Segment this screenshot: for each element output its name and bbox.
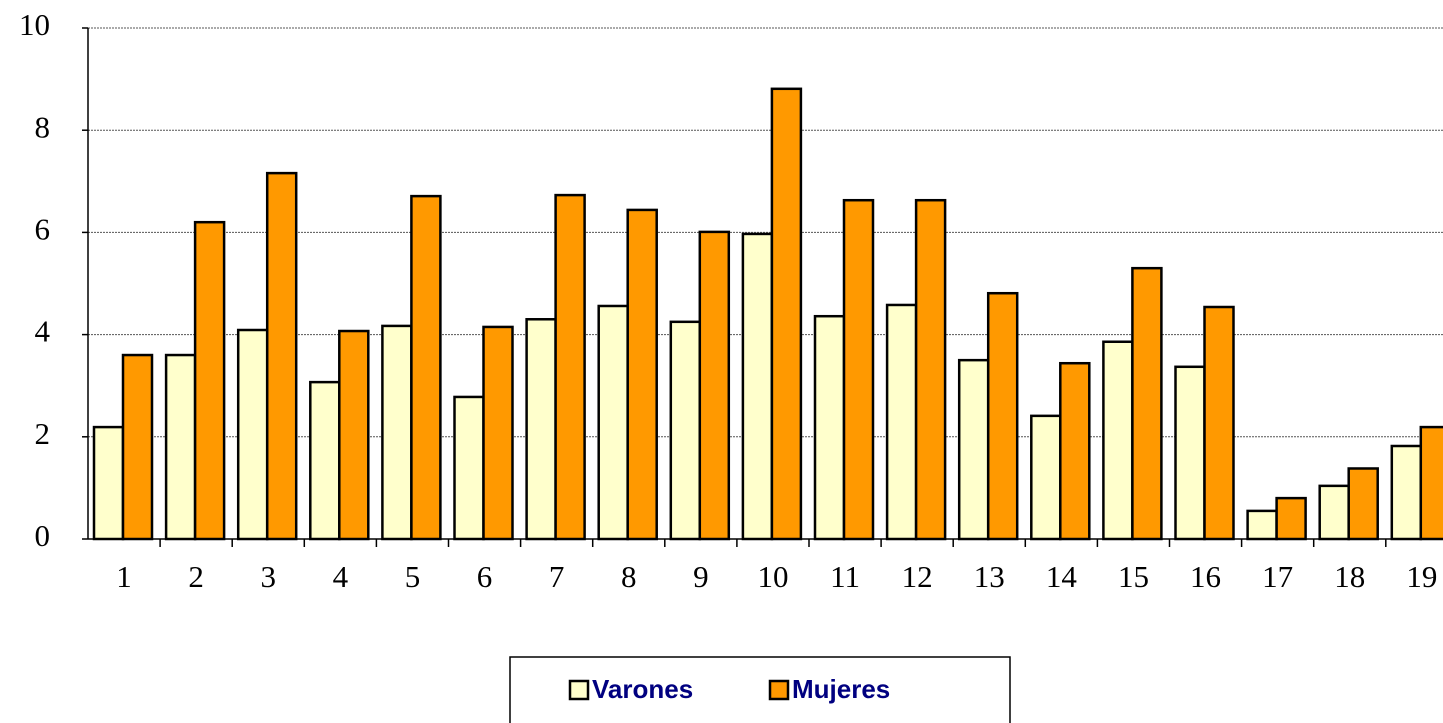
bar xyxy=(770,87,803,541)
bar xyxy=(914,198,947,541)
bar xyxy=(698,230,731,541)
bar xyxy=(741,232,774,541)
bar xyxy=(453,395,485,541)
x-tick-label: 11 xyxy=(830,559,860,594)
bar xyxy=(1059,361,1091,541)
y-tick-label: 8 xyxy=(35,109,51,144)
bar xyxy=(1275,496,1307,541)
x-tick-label: 9 xyxy=(693,559,709,594)
x-tick-label: 7 xyxy=(549,559,565,594)
y-tick-label: 4 xyxy=(35,314,51,349)
bar xyxy=(164,353,197,541)
y-tick-label: 10 xyxy=(19,7,50,42)
bar xyxy=(1318,484,1350,541)
bar xyxy=(1390,444,1423,541)
bar xyxy=(410,194,442,541)
bar xyxy=(1419,425,1443,541)
x-tick-label: 12 xyxy=(902,559,933,594)
x-tick-label: 13 xyxy=(974,559,1005,594)
y-tick-label: 2 xyxy=(35,416,51,451)
bar xyxy=(1131,266,1163,541)
bar xyxy=(885,303,918,541)
x-tick-label: 16 xyxy=(1190,559,1221,594)
bar xyxy=(121,353,154,541)
bar xyxy=(1030,414,1062,541)
y-tick-label: 0 xyxy=(35,518,51,553)
bar xyxy=(1203,305,1235,541)
bar xyxy=(1102,340,1134,541)
x-tick-label: 6 xyxy=(477,559,493,594)
bar xyxy=(381,324,413,541)
bar xyxy=(338,329,370,541)
legend-swatch xyxy=(768,679,790,701)
bar xyxy=(669,320,702,541)
bar xyxy=(236,328,269,541)
x-tick-label: 5 xyxy=(405,559,421,594)
legend-box xyxy=(509,656,1011,723)
x-tick-label: 14 xyxy=(1046,559,1078,594)
bar xyxy=(265,171,298,541)
bar xyxy=(1246,509,1278,541)
x-tick-label: 10 xyxy=(757,559,788,594)
bar xyxy=(626,208,658,541)
bar xyxy=(525,318,557,541)
bar xyxy=(957,358,990,541)
x-tick-label: 2 xyxy=(188,559,204,594)
legend-label: Mujeres xyxy=(792,674,890,704)
bar xyxy=(309,380,341,541)
bar xyxy=(1174,365,1206,541)
bar xyxy=(193,220,226,541)
x-tick-label: 15 xyxy=(1118,559,1149,594)
bar xyxy=(554,193,586,541)
bar xyxy=(986,291,1019,541)
bar xyxy=(597,304,629,541)
x-tick-label: 1 xyxy=(116,559,132,594)
x-tick-label: 19 xyxy=(1406,559,1437,594)
legend-swatch xyxy=(568,679,590,701)
bar xyxy=(1347,467,1379,541)
x-tick-label: 3 xyxy=(261,559,277,594)
bar xyxy=(813,314,846,541)
legend-label: Varones xyxy=(592,674,693,704)
bar xyxy=(842,198,875,541)
bar xyxy=(482,325,514,541)
x-tick-label: 18 xyxy=(1334,559,1365,594)
bar xyxy=(92,425,125,541)
x-tick-label: 8 xyxy=(621,559,637,594)
x-tick-label: 4 xyxy=(333,559,349,594)
x-tick-label: 17 xyxy=(1262,559,1293,594)
y-tick-label: 6 xyxy=(35,212,51,247)
